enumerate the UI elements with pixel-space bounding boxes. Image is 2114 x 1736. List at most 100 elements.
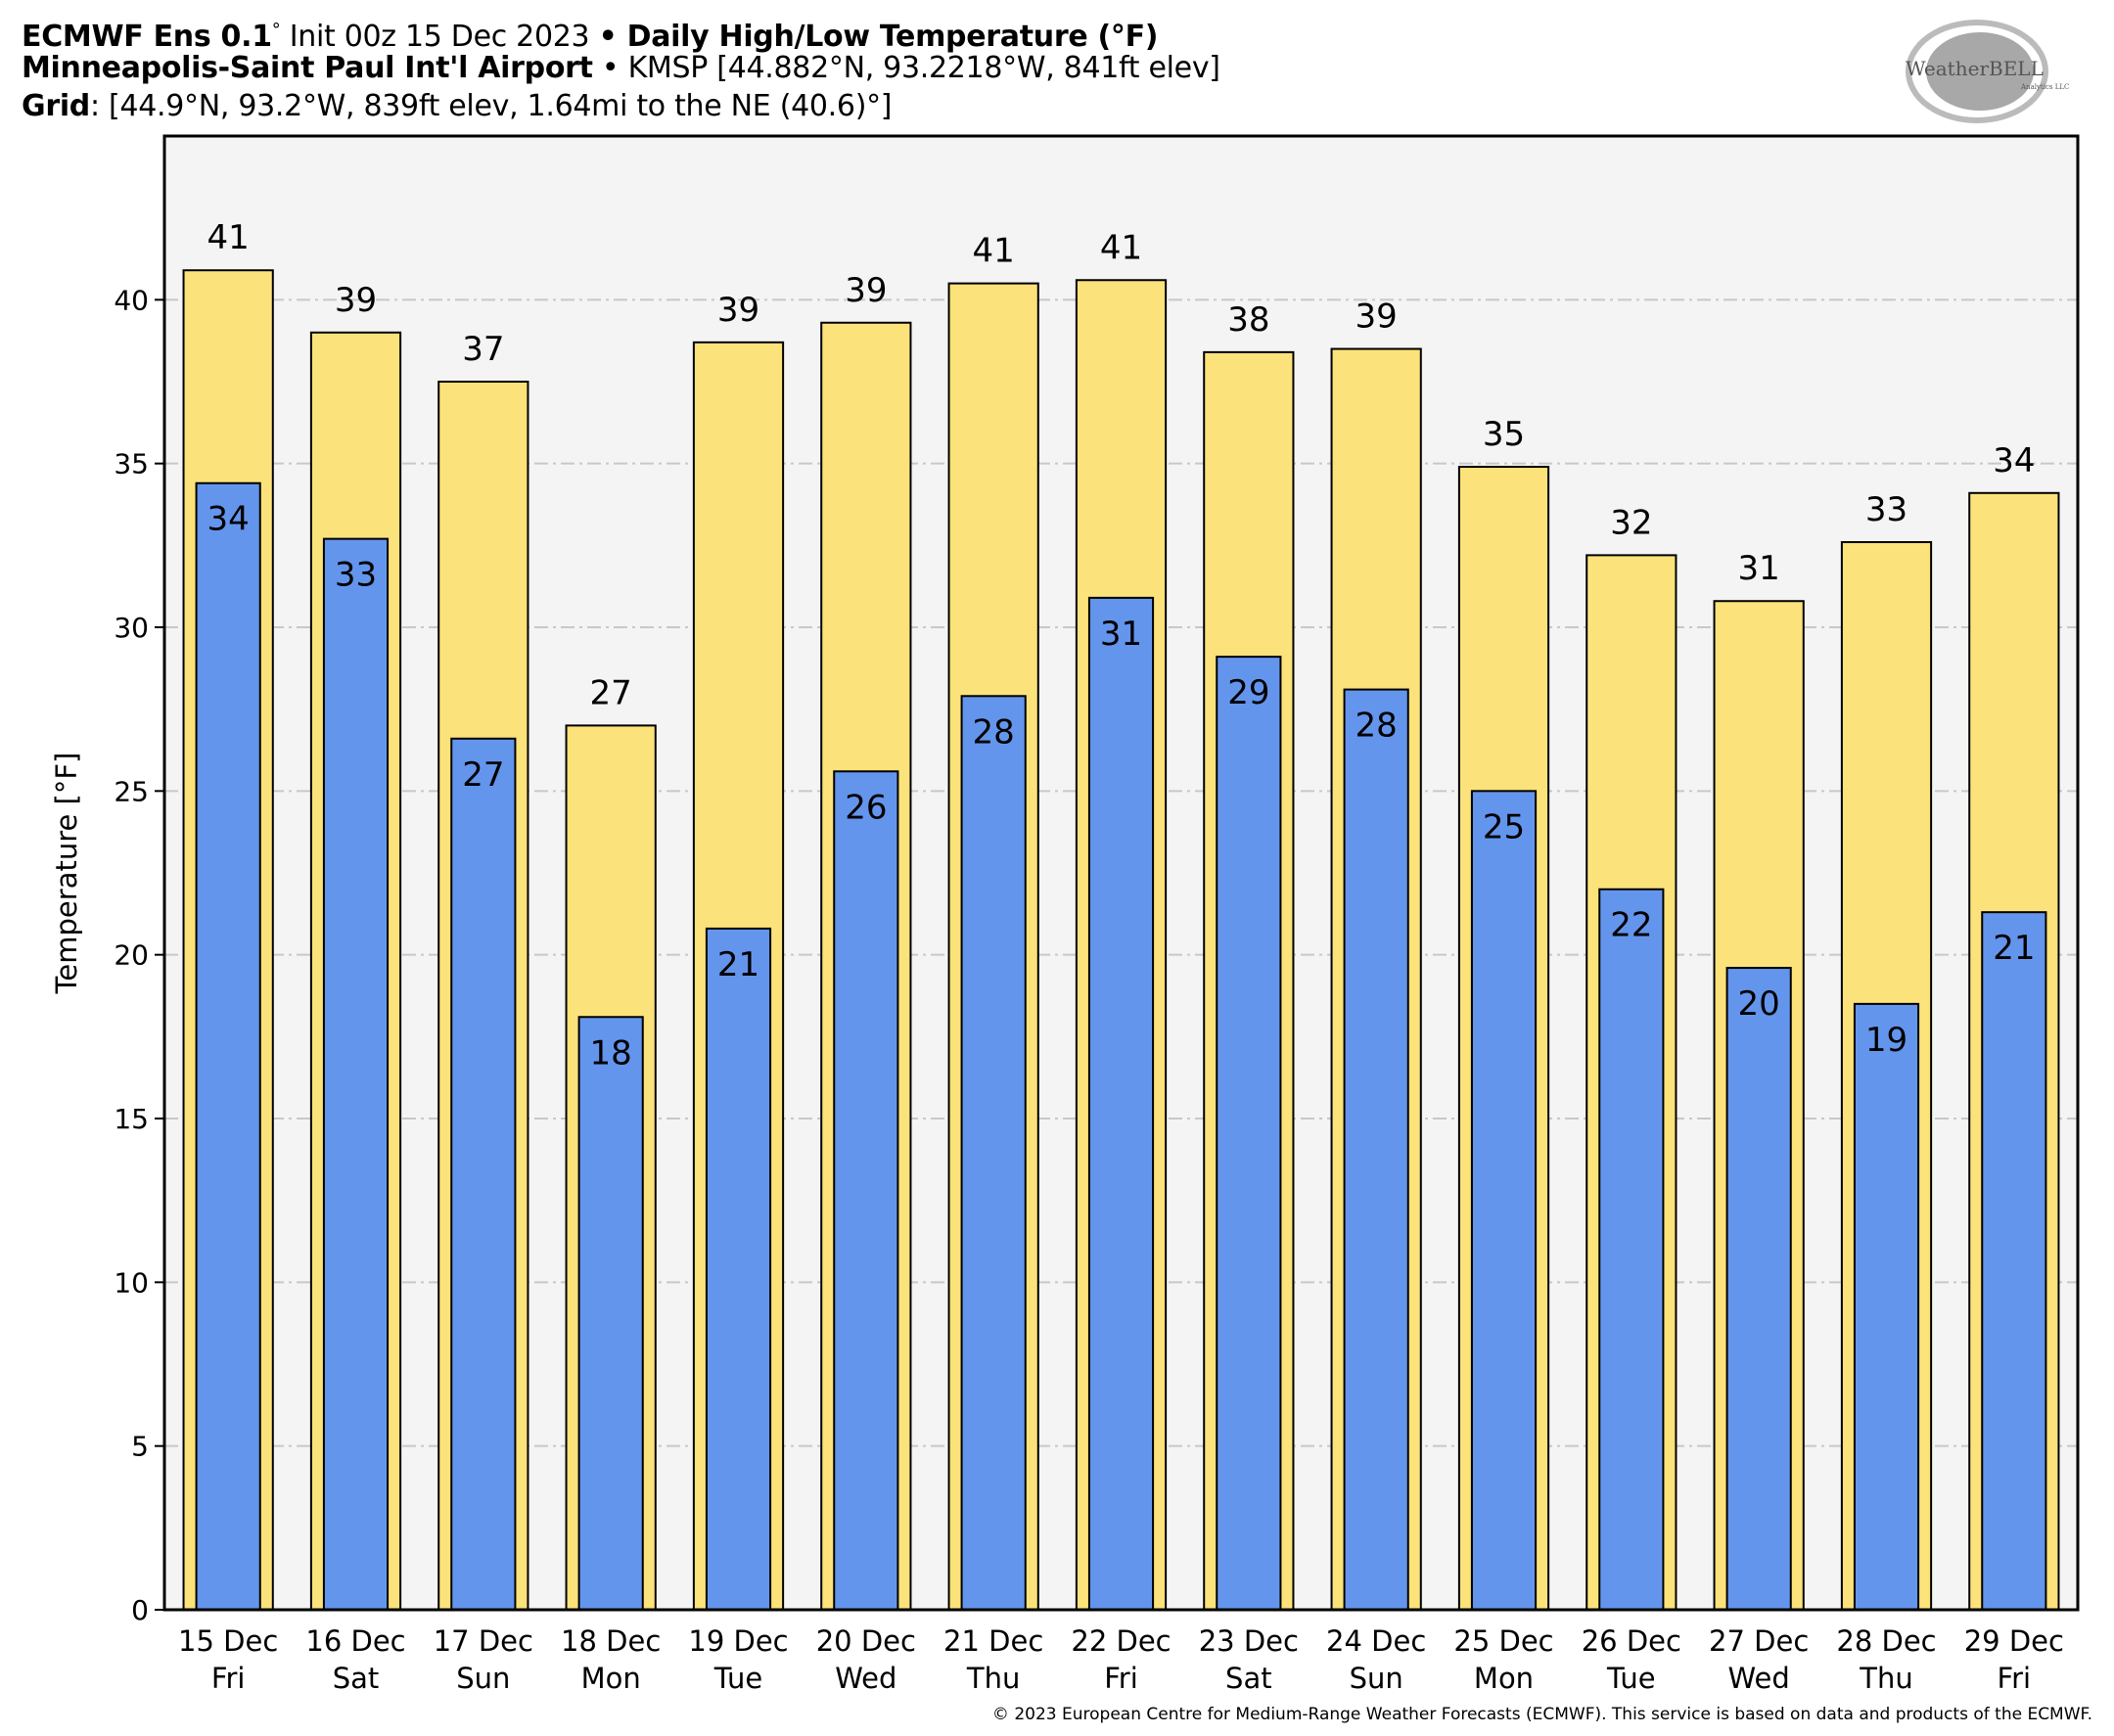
copyright-footer: © 2023 European Centre for Medium-Range … [991, 1705, 2092, 1724]
low-value-label: 19 [1865, 1021, 1907, 1060]
weatherbell-logo: WeatherBELL Analytics LLC [1906, 20, 2069, 123]
high-value-label: 39 [717, 291, 759, 330]
x-tick-day: Fri [1998, 1662, 2032, 1695]
x-tick-day: Wed [1728, 1662, 1790, 1695]
y-tick-label: 5 [131, 1431, 149, 1463]
low-bar [1470, 790, 1538, 1611]
logo-subtext: Analytics LLC [2020, 83, 2069, 91]
x-tick-day: Tue [713, 1662, 763, 1695]
low-bar [1087, 596, 1155, 1611]
y-axis-label: Temperature [°F] [50, 753, 83, 995]
high-value-label: 32 [1610, 503, 1652, 542]
low-bar [960, 695, 1027, 1611]
x-tick-date: 22 Dec [1071, 1624, 1171, 1658]
low-bar [833, 770, 899, 1611]
x-tick-date: 21 Dec [943, 1624, 1043, 1658]
high-value-label: 27 [590, 673, 632, 712]
x-tick-date: 16 Dec [305, 1624, 405, 1658]
low-value-label: 27 [462, 755, 504, 795]
high-value-label: 41 [1100, 228, 1142, 267]
low-bar [1981, 911, 2047, 1611]
y-tick-label: 10 [114, 1266, 149, 1299]
x-tick-day: Thu [966, 1662, 1020, 1695]
low-bar [1853, 1002, 1920, 1612]
low-value-label: 18 [590, 1033, 632, 1073]
low-value-label: 26 [845, 788, 887, 827]
degree-mark: ° [271, 20, 281, 40]
x-tick-date: 24 Dec [1326, 1624, 1426, 1658]
grid-line: Grid: [44.9°N, 93.2°W, 839ft elev, 1.64m… [22, 88, 893, 125]
x-tick-date: 27 Dec [1709, 1624, 1809, 1658]
x-tick-day: Fri [211, 1662, 246, 1695]
bullet: • [592, 51, 628, 85]
x-tick-day: Sat [333, 1662, 380, 1695]
low-bar [705, 927, 772, 1611]
high-value-label: 39 [1356, 297, 1398, 337]
bullet: • [598, 20, 618, 54]
high-value-label: 41 [973, 232, 1015, 271]
low-value-label: 28 [973, 712, 1015, 752]
low-value-label: 29 [1227, 673, 1269, 712]
y-tick-label: 40 [114, 284, 149, 316]
low-bar [1725, 967, 1792, 1611]
y-tick-label: 20 [114, 939, 149, 972]
low-value-label: 33 [335, 556, 377, 595]
x-tick-date: 20 Dec [816, 1624, 916, 1658]
x-tick-date: 29 Dec [1964, 1624, 2064, 1658]
low-value-label: 21 [1993, 929, 2035, 968]
x-tick-date: 28 Dec [1836, 1624, 1936, 1658]
station-details: KMSP [44.882°N, 93.2218°W, 841ft elev] [627, 51, 1220, 85]
y-tick-label: 0 [131, 1594, 149, 1626]
y-tick-label: 15 [114, 1103, 149, 1135]
x-tick-day: Wed [835, 1662, 896, 1695]
station-line: Minneapolis-Saint Paul Int'l Airport • K… [22, 50, 1220, 87]
low-value-label: 31 [1100, 615, 1142, 654]
x-tick-date: 18 Dec [561, 1624, 661, 1658]
high-value-label: 33 [1865, 490, 1907, 529]
low-bar [1216, 656, 1282, 1611]
x-tick-day: Thu [1859, 1662, 1912, 1695]
x-tick-date: 15 Dec [178, 1624, 278, 1658]
x-tick-day: Tue [1606, 1662, 1656, 1695]
product-name: Daily High/Low Temperature (°F) [617, 20, 1159, 54]
low-value-label: 25 [1483, 807, 1525, 846]
x-tick-day: Sun [1350, 1662, 1403, 1695]
grid-label: Grid [22, 89, 90, 123]
high-value-label: 39 [845, 271, 887, 310]
low-bar [195, 481, 261, 1611]
high-value-label: 41 [207, 218, 250, 257]
logo-swirl-inner [1926, 32, 2034, 111]
x-tick-date: 25 Dec [1453, 1624, 1553, 1658]
x-tick-day: Sun [456, 1662, 510, 1695]
station-name: Minneapolis-Saint Paul Int'l Airport [22, 51, 593, 85]
y-tick-label: 30 [114, 612, 149, 644]
init-time: Init 00z 15 Dec 2023 [280, 20, 599, 54]
low-value-label: 21 [717, 945, 759, 984]
high-value-label: 37 [462, 330, 504, 369]
low-value-label: 22 [1610, 906, 1652, 945]
low-value-label: 34 [207, 500, 250, 539]
high-value-label: 34 [1993, 441, 2035, 480]
y-tick-label: 35 [114, 448, 149, 480]
y-tick-label: 25 [114, 775, 149, 807]
x-tick-day: Mon [1474, 1662, 1534, 1695]
high-value-label: 39 [335, 281, 377, 320]
low-bar [322, 537, 390, 1611]
x-tick-date: 23 Dec [1199, 1624, 1299, 1658]
high-value-label: 35 [1483, 415, 1525, 454]
chart-title-line: ECMWF Ens 0.1° Init 00z 15 Dec 2023 • Da… [22, 12, 1159, 56]
x-tick-date: 17 Dec [434, 1624, 533, 1658]
x-tick-day: Sat [1225, 1662, 1272, 1695]
low-bar [1343, 688, 1409, 1611]
model-name: ECMWF Ens 0.1 [22, 20, 272, 54]
logo-swirl-outer [1906, 20, 2048, 123]
low-value-label: 28 [1356, 707, 1398, 746]
logo-text: WeatherBELL [1906, 57, 2044, 80]
high-value-label: 38 [1227, 300, 1269, 340]
x-tick-date: 26 Dec [1582, 1624, 1681, 1658]
x-tick-date: 19 Dec [688, 1624, 788, 1658]
low-bar [1598, 888, 1665, 1611]
low-bar [577, 1016, 644, 1611]
low-value-label: 20 [1738, 984, 1780, 1024]
